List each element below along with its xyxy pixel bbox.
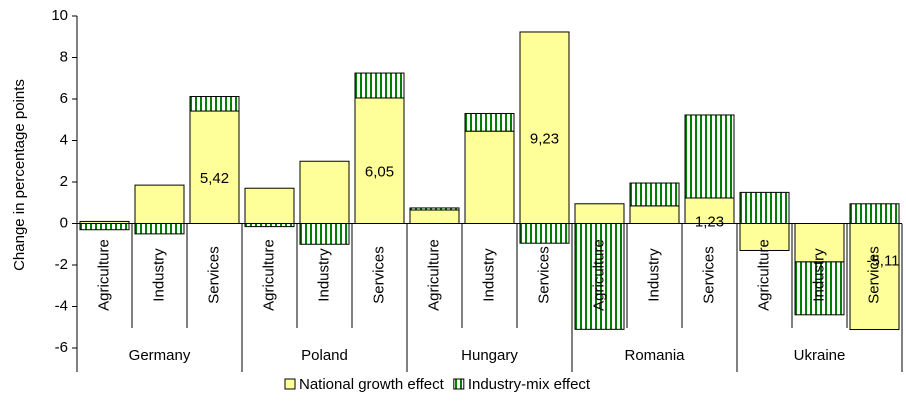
bar-segment: [629, 205, 680, 225]
x-tick-label: Services: [535, 246, 552, 304]
bar-segment: [299, 223, 350, 245]
bar-segment: [574, 223, 625, 330]
bar-segment: [134, 223, 185, 235]
x-tick-label: Services: [370, 246, 387, 304]
bar-segment: [849, 203, 900, 225]
x-tick-label: Services: [865, 246, 882, 304]
bar-segment: [849, 223, 900, 331]
y-tick-label: -4: [55, 297, 68, 314]
bar-segment: [244, 187, 295, 225]
bar-segment: [629, 182, 680, 207]
group-label: Ukraine: [794, 347, 846, 364]
bar-segment: [739, 191, 790, 224]
bar-segment: [464, 130, 515, 225]
bar-segment: [574, 203, 625, 225]
data-label: 6,05: [365, 164, 394, 181]
bar-segment: [739, 223, 790, 251]
bar-segment: [409, 209, 460, 224]
group-label: Hungary: [461, 347, 518, 364]
x-tick-label: Industry: [150, 248, 167, 302]
x-tick-label: Agriculture: [95, 239, 112, 311]
x-tick-label: Industry: [645, 248, 662, 302]
data-label: 1,23: [695, 214, 724, 231]
y-tick-label: 6: [60, 90, 68, 107]
y-tick-label: 2: [60, 173, 68, 190]
y-tick-label: -6: [55, 339, 68, 356]
bar-segment: [354, 72, 405, 99]
y-tick-label: -2: [55, 256, 68, 273]
x-tick-label: Agriculture: [425, 239, 442, 311]
bar-segment: [299, 160, 350, 224]
data-label: -5,11: [866, 252, 899, 269]
legend-swatch: [453, 378, 465, 390]
group-label: Poland: [301, 347, 348, 364]
bar-segment: [684, 197, 735, 224]
x-tick-label: Industry: [480, 248, 497, 302]
group-label: Germany: [129, 347, 191, 364]
legend-swatch: [284, 378, 296, 390]
x-tick-label: Agriculture: [590, 239, 607, 311]
bar-segment: [519, 31, 570, 225]
x-tick-label: Industry: [810, 248, 827, 302]
y-tick-label: 10: [51, 7, 68, 24]
bar-segment: [354, 97, 405, 224]
bar-segment: [519, 223, 570, 244]
y-axis-title: Change in percentage points: [11, 79, 28, 271]
bar-segment: [189, 96, 240, 112]
data-label: 5,42: [200, 170, 229, 187]
bar-segment: [409, 207, 460, 211]
bar-segment: [794, 261, 845, 316]
bar-segment: [79, 223, 130, 231]
x-tick-label: Agriculture: [755, 239, 772, 311]
y-tick-label: 4: [60, 131, 68, 148]
bar-segment: [134, 184, 185, 225]
legend-label: Industry-mix effect: [468, 376, 591, 393]
x-tick-label: Industry: [315, 248, 332, 302]
x-tick-label: Services: [205, 246, 222, 304]
bar-segment: [684, 114, 735, 199]
y-tick-label: 0: [60, 214, 68, 231]
legend-label: National growth effect: [299, 376, 445, 393]
data-label: 9,23: [530, 131, 559, 148]
bar-segment: [464, 113, 515, 132]
y-tick-label: 8: [60, 48, 68, 65]
bar-segment: [189, 110, 240, 224]
x-tick-label: Agriculture: [260, 239, 277, 311]
group-label: Romania: [624, 347, 685, 364]
x-tick-label: Services: [700, 246, 717, 304]
